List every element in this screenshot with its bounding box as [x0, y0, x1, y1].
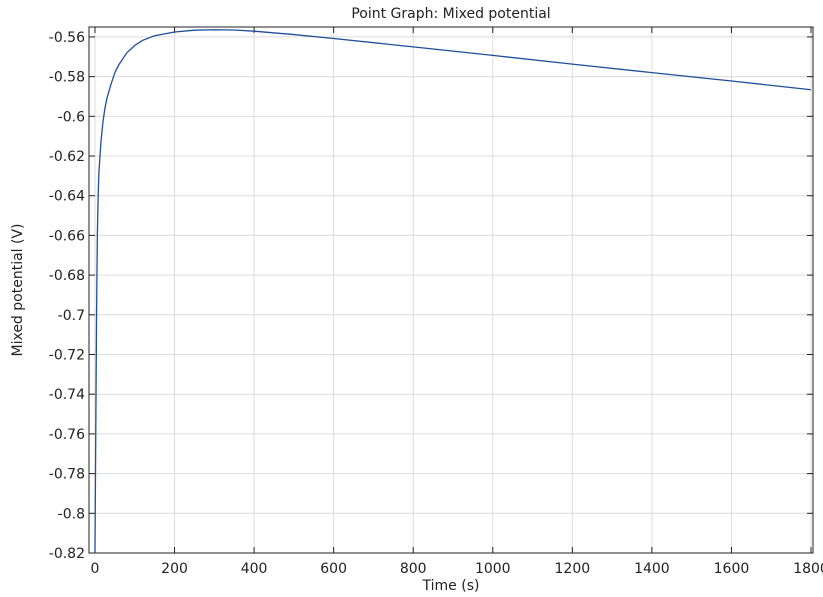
x-axis-title: Time (s) — [422, 578, 480, 594]
x-tick-label: 400 — [241, 561, 268, 577]
x-tick-label: 1200 — [555, 561, 591, 577]
y-tick-label: -0.74 — [49, 387, 85, 403]
y-tick-label: -0.66 — [49, 228, 85, 244]
series-layer — [94, 29, 812, 554]
y-tick-label: -0.82 — [49, 546, 85, 562]
chart-title: Point Graph: Mixed potential — [351, 6, 550, 22]
x-tick-label: 1000 — [475, 561, 511, 577]
y-tick-label: -0.6 — [58, 109, 85, 125]
y-tick-label: -0.58 — [49, 70, 85, 86]
y-tick-label: -0.7 — [58, 308, 85, 324]
x-tick-label: 600 — [320, 561, 347, 577]
y-tick-label: -0.8 — [58, 506, 85, 522]
plot-area — [88, 26, 814, 554]
y-tick-label: -0.62 — [49, 149, 85, 165]
y-tick-label: -0.78 — [49, 467, 85, 483]
y-tick-label: -0.64 — [49, 189, 85, 205]
x-tick-label: 200 — [161, 561, 188, 577]
x-tick-label: 1400 — [634, 561, 670, 577]
x-tick-label: 0 — [91, 561, 100, 577]
y-tick-label: -0.68 — [49, 268, 85, 284]
axis-ticks — [89, 27, 813, 554]
y-tick-label: -0.76 — [49, 427, 85, 443]
x-tick-label: 1800 — [793, 561, 823, 577]
x-tick-label: 1600 — [714, 561, 750, 577]
y-tick-label: -0.72 — [49, 348, 85, 364]
series-line — [94, 29, 812, 554]
grid-lines — [89, 27, 813, 554]
x-tick-label: 800 — [400, 561, 427, 577]
y-tick-label: -0.56 — [49, 30, 85, 46]
y-axis-title: Mixed potential (V) — [10, 224, 26, 357]
